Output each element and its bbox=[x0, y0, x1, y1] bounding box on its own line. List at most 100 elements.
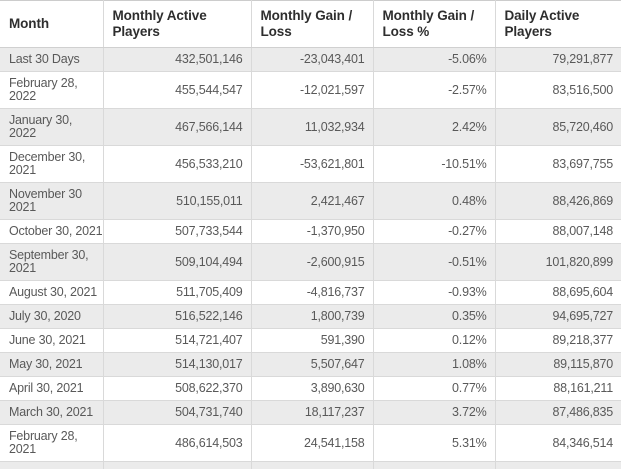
daily-active-players-cell: 85,720,460 bbox=[495, 108, 621, 146]
daily-active-players-cell: 83,516,500 bbox=[495, 71, 621, 109]
header-row: Month Monthly Active Players Monthly Gain … bbox=[0, 0, 621, 48]
monthly-gain-loss-pct-cell: -2.57% bbox=[373, 71, 496, 109]
month-cell: March 30, 2021 bbox=[0, 400, 104, 425]
monthly-gain-loss-pct-cell: 0.48% bbox=[373, 182, 496, 220]
monthly-active-players-cell: 508,622,370 bbox=[103, 376, 252, 401]
empty-cell bbox=[251, 461, 374, 469]
monthly-gain-loss-pct-cell: -0.93% bbox=[373, 280, 496, 305]
monthly-gain-loss-pct-cell: 5.31% bbox=[373, 424, 496, 462]
monthly-active-players-cell: 456,533,210 bbox=[103, 145, 252, 183]
table-row: August 30, 2021 511,705,409 -4,816,737 -0.9… bbox=[0, 280, 621, 305]
month-cell: February 28, 2022 bbox=[0, 71, 104, 109]
monthly-active-players-cell: 516,522,146 bbox=[103, 304, 252, 329]
table-row: January 30, 2022 467,566,144 11,032,934 2.4… bbox=[0, 108, 621, 146]
month-cell: April 30, 2021 bbox=[0, 376, 104, 401]
daily-active-players-cell: 84,346,514 bbox=[495, 424, 621, 462]
daily-active-players-cell: 79,291,877 bbox=[495, 47, 621, 72]
table-row: September 30, 2021 509,104,494 -2,600,915-… bbox=[0, 243, 621, 281]
column-header-monthly-gain-loss: Monthly Gain / Loss bbox=[251, 0, 374, 48]
table-row: June 30, 2021 514,721,407 591,390 0.12% 89,2… bbox=[0, 328, 621, 353]
monthly-gain-loss-pct-cell: 3.72% bbox=[373, 400, 496, 425]
monthly-gain-loss-cell: 1,800,739 bbox=[251, 304, 374, 329]
table-row: Last 30 Days 432,501,146 -23,043,401 -5.06%… bbox=[0, 47, 621, 72]
month-cell: October 30, 2021 bbox=[0, 219, 104, 244]
monthly-gain-loss-cell: -12,021,597 bbox=[251, 71, 374, 109]
month-cell: June 30, 2021 bbox=[0, 328, 104, 353]
monthly-gain-loss-cell: 2,421,467 bbox=[251, 182, 374, 220]
daily-active-players-cell: 88,426,869 bbox=[495, 182, 621, 220]
table-row: July 30, 2020 516,522,146 1,800,739 0.35% 94… bbox=[0, 304, 621, 329]
monthly-gain-loss-pct-cell: 0.77% bbox=[373, 376, 496, 401]
daily-active-players-cell: 83,697,755 bbox=[495, 145, 621, 183]
month-cell: Last 30 Days bbox=[0, 47, 104, 72]
monthly-gain-loss-cell: 591,390 bbox=[251, 328, 374, 353]
daily-active-players-cell: 89,115,870 bbox=[495, 352, 621, 377]
table-row: February 28, 2021 486,614,503 24,541,158 5.… bbox=[0, 424, 621, 462]
monthly-active-players-cell: 511,705,409 bbox=[103, 280, 252, 305]
column-header-daily-active-players: Daily Active Players bbox=[495, 0, 621, 48]
monthly-gain-loss-cell: 24,541,158 bbox=[251, 424, 374, 462]
monthly-active-players-cell: 504,731,740 bbox=[103, 400, 252, 425]
month-cell: May 30, 2021 bbox=[0, 352, 104, 377]
empty-cell bbox=[103, 461, 252, 469]
monthly-active-players-cell: 514,130,017 bbox=[103, 352, 252, 377]
monthly-gain-loss-cell: -2,600,915 bbox=[251, 243, 374, 281]
monthly-active-players-cell: 514,721,407 bbox=[103, 328, 252, 353]
daily-active-players-cell: 94,695,727 bbox=[495, 304, 621, 329]
monthly-active-players-cell: 432,501,146 bbox=[103, 47, 252, 72]
column-header-month: Month bbox=[0, 0, 104, 48]
monthly-gain-loss-cell: 3,890,630 bbox=[251, 376, 374, 401]
monthly-active-players-cell: 467,566,144 bbox=[103, 108, 252, 146]
monthly-gain-loss-cell: 5,507,647 bbox=[251, 352, 374, 377]
month-cell: February 28, 2021 bbox=[0, 424, 104, 462]
table-row-partial bbox=[0, 461, 621, 469]
monthly-gain-loss-pct-cell: -0.27% bbox=[373, 219, 496, 244]
monthly-active-players-cell: 486,614,503 bbox=[103, 424, 252, 462]
daily-active-players-cell: 89,218,377 bbox=[495, 328, 621, 353]
monthly-active-players-cell: 509,104,494 bbox=[103, 243, 252, 281]
table-row: April 30, 2021 508,622,370 3,890,630 0.77% 8… bbox=[0, 376, 621, 401]
daily-active-players-cell: 87,486,835 bbox=[495, 400, 621, 425]
monthly-gain-loss-pct-cell: 0.35% bbox=[373, 304, 496, 329]
monthly-active-players-cell: 510,155,011 bbox=[103, 182, 252, 220]
month-cell: August 30, 2021 bbox=[0, 280, 104, 305]
monthly-gain-loss-pct-cell: -10.51% bbox=[373, 145, 496, 183]
table-row: February 28, 2022 455,544,547 -12,021,597-… bbox=[0, 71, 621, 109]
month-cell: December 30, 2021 bbox=[0, 145, 104, 183]
monthly-gain-loss-pct-cell: 2.42% bbox=[373, 108, 496, 146]
table-row: December 30, 2021 456,533,210 -53,621,801-… bbox=[0, 145, 621, 183]
empty-cell bbox=[495, 461, 621, 469]
monthly-gain-loss-cell: -1,370,950 bbox=[251, 219, 374, 244]
monthly-gain-loss-pct-cell: -0.51% bbox=[373, 243, 496, 281]
monthly-gain-loss-pct-cell: 0.12% bbox=[373, 328, 496, 353]
table-body: Last 30 Days 432,501,146 -23,043,401 -5.06%… bbox=[0, 47, 621, 469]
table-row: November 30 2021 510,155,011 2,421,467 0.48… bbox=[0, 182, 621, 220]
month-cell: January 30, 2022 bbox=[0, 108, 104, 146]
daily-active-players-cell: 88,007,148 bbox=[495, 219, 621, 244]
monthly-gain-loss-pct-cell: -5.06% bbox=[373, 47, 496, 72]
month-cell: July 30, 2020 bbox=[0, 304, 104, 329]
month-cell: September 30, 2021 bbox=[0, 243, 104, 281]
daily-active-players-cell: 101,820,899 bbox=[495, 243, 621, 281]
daily-active-players-cell: 88,695,604 bbox=[495, 280, 621, 305]
monthly-active-players-cell: 455,544,547 bbox=[103, 71, 252, 109]
empty-cell bbox=[0, 461, 104, 469]
month-cell: November 30 2021 bbox=[0, 182, 104, 220]
monthly-gain-loss-pct-cell: 1.08% bbox=[373, 352, 496, 377]
table-row: March 30, 2021 504,731,740 18,117,237 3.72%… bbox=[0, 400, 621, 425]
monthly-gain-loss-cell: 18,117,237 bbox=[251, 400, 374, 425]
monthly-gain-loss-cell: 11,032,934 bbox=[251, 108, 374, 146]
table-header: Month Monthly Active Players Monthly Gain … bbox=[0, 0, 621, 48]
table-row: May 30, 2021 514,130,017 5,507,647 1.08% 89,… bbox=[0, 352, 621, 377]
monthly-gain-loss-cell: -23,043,401 bbox=[251, 47, 374, 72]
table-row: October 30, 2021 507,733,544 -1,370,950 -0.… bbox=[0, 219, 621, 244]
daily-active-players-cell: 88,161,211 bbox=[495, 376, 621, 401]
monthly-gain-loss-cell: -53,621,801 bbox=[251, 145, 374, 183]
monthly-active-players-cell: 507,733,544 bbox=[103, 219, 252, 244]
empty-cell bbox=[373, 461, 496, 469]
column-header-monthly-active-players: Monthly Active Players bbox=[103, 0, 252, 48]
monthly-gain-loss-cell: -4,816,737 bbox=[251, 280, 374, 305]
column-header-monthly-gain-loss-pct: Monthly Gain / Loss % bbox=[373, 0, 496, 48]
